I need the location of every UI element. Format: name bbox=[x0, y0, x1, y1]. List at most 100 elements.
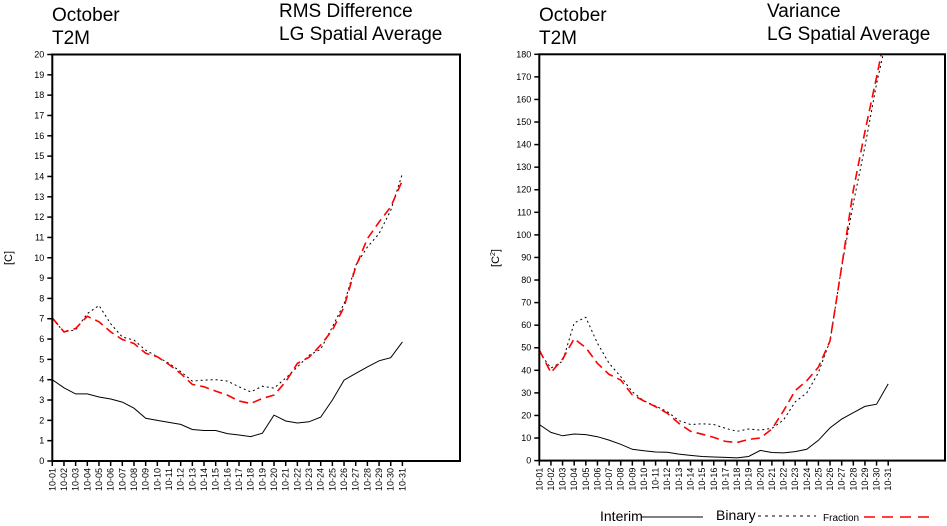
panel-title-metric: RMS Difference bbox=[279, 1, 413, 22]
x-tick-label: 10-24 bbox=[316, 468, 326, 491]
series-line-binary bbox=[52, 173, 403, 393]
x-tick-label: 10-17 bbox=[234, 468, 244, 491]
panel-rms-difference: October T2M RMS Difference LG Spatial Av… bbox=[3, 1, 462, 491]
y-tick-label: 40 bbox=[521, 365, 531, 375]
y-tick-label: 20 bbox=[34, 50, 44, 60]
x-tick-label: 10-03 bbox=[71, 468, 81, 491]
x-tick-label: 10-01 bbox=[47, 468, 57, 491]
x-tick-label: 10-31 bbox=[397, 468, 407, 491]
x-tick-label: 10-14 bbox=[685, 468, 695, 491]
legend-item-interim: Interim bbox=[600, 508, 703, 524]
x-tick-label: 10-26 bbox=[825, 468, 835, 491]
legend-item-fraction: Fraction bbox=[823, 513, 930, 524]
x-tick-label: 10-02 bbox=[546, 468, 556, 491]
x-tick-label: 10-07 bbox=[117, 468, 127, 491]
y-axis-label: [C] bbox=[3, 251, 15, 265]
y-tick-label: 4 bbox=[39, 375, 44, 385]
y-tick-label: 180 bbox=[516, 49, 531, 59]
y-tick-label: 20 bbox=[521, 410, 531, 420]
x-tick-label: 10-11 bbox=[651, 468, 661, 490]
legend-label: Binary bbox=[716, 507, 756, 523]
x-tick-label: 10-21 bbox=[281, 468, 291, 491]
y-tick-label: 16 bbox=[34, 131, 44, 141]
x-tick-label: 10-30 bbox=[872, 468, 882, 491]
y-tick-label: 160 bbox=[516, 94, 531, 104]
y-tick-label: 60 bbox=[521, 320, 531, 330]
y-tick-label: 0 bbox=[39, 456, 44, 466]
x-tick-label: 10-06 bbox=[592, 468, 602, 491]
y-tick-label: 30 bbox=[521, 388, 531, 398]
x-tick-label: 10-07 bbox=[604, 468, 614, 491]
x-tick-label: 10-04 bbox=[569, 468, 579, 491]
x-tick-label: 10-09 bbox=[627, 468, 637, 491]
x-tick-label: 10-04 bbox=[82, 468, 92, 491]
x-tick-label: 10-20 bbox=[269, 468, 279, 491]
x-tick-label: 10-29 bbox=[374, 468, 384, 491]
y-tick-label: 12 bbox=[34, 212, 44, 222]
x-tick-label: 10-12 bbox=[176, 468, 186, 491]
y-tick-label: 9 bbox=[39, 273, 44, 283]
x-tick-label: 10-10 bbox=[639, 468, 649, 491]
series-line-fraction bbox=[539, 54, 883, 444]
x-tick-label: 10-08 bbox=[129, 468, 139, 491]
y-tick-label: 80 bbox=[521, 275, 531, 285]
x-tick-label: 10-27 bbox=[351, 468, 361, 491]
y-tick-label: 6 bbox=[39, 334, 44, 344]
y-tick-label: 10 bbox=[34, 253, 44, 263]
y-tick-label: 1 bbox=[39, 436, 44, 446]
x-tick-label: 10-01 bbox=[534, 468, 544, 491]
y-tick-label: 90 bbox=[521, 252, 531, 262]
y-tick-label: 70 bbox=[521, 298, 531, 308]
series-line-fraction bbox=[52, 180, 404, 405]
y-tick-label: 3 bbox=[39, 395, 44, 405]
x-tick-label: 10-19 bbox=[257, 468, 267, 491]
series-line-interim bbox=[539, 383, 889, 459]
x-tick-label: 10-18 bbox=[732, 468, 742, 491]
plot-frame bbox=[538, 53, 946, 462]
x-tick-label: 10-05 bbox=[581, 468, 591, 491]
series-group bbox=[52, 173, 404, 438]
x-tick-label: 10-11 bbox=[164, 468, 174, 490]
panel-title-region: LG Spatial Average bbox=[767, 24, 930, 45]
x-tick-label: 10-16 bbox=[222, 468, 232, 491]
y-tick-label: 17 bbox=[34, 110, 44, 120]
x-tick-label: 10-15 bbox=[211, 468, 221, 491]
panel-title-month: October bbox=[52, 5, 120, 26]
x-tick-label: 10-29 bbox=[860, 468, 870, 491]
y-tick-label: 110 bbox=[517, 207, 531, 217]
x-tick-label: 10-28 bbox=[362, 468, 372, 491]
y-tick-label: 100 bbox=[516, 230, 531, 240]
x-tick-label: 10-14 bbox=[199, 468, 209, 491]
x-tick-label: 10-25 bbox=[327, 468, 337, 491]
x-tick-label: 10-23 bbox=[304, 468, 314, 491]
y-tick-label: 2 bbox=[39, 415, 44, 425]
legend-label: Interim bbox=[600, 508, 643, 524]
panel-title-variable: T2M bbox=[539, 28, 577, 49]
x-tick-label: 10-22 bbox=[292, 468, 302, 491]
x-tick-label: 10-02 bbox=[59, 468, 69, 491]
series-group bbox=[539, 54, 889, 459]
x-tick-label: 10-31 bbox=[883, 468, 893, 491]
x-tick-label: 10-03 bbox=[558, 468, 568, 491]
x-tick-label: 10-13 bbox=[187, 468, 197, 491]
x-tick-label: 10-05 bbox=[94, 468, 104, 491]
x-tick-label: 10-28 bbox=[848, 468, 858, 491]
y-tick-label: 19 bbox=[34, 70, 44, 80]
legend: Interim Binary Fraction bbox=[600, 507, 930, 524]
legend-item-binary: Binary bbox=[716, 507, 816, 523]
panel-title-variable: T2M bbox=[52, 28, 90, 49]
x-tick-label: 10-24 bbox=[802, 468, 812, 491]
panel-title-metric: Variance bbox=[767, 1, 841, 22]
y-tick-label: 140 bbox=[516, 140, 531, 150]
y-tick-label: 13 bbox=[34, 192, 44, 202]
y-tick-label: 150 bbox=[516, 117, 531, 127]
panel-variance: October T2M Variance LG Spatial Average … bbox=[490, 1, 946, 491]
x-tick-label: 10-20 bbox=[755, 468, 765, 491]
x-tick-label: 10-26 bbox=[339, 468, 349, 491]
x-tick-label: 10-12 bbox=[662, 468, 672, 491]
x-tick-label: 10-17 bbox=[720, 468, 730, 491]
x-tick-label: 10-18 bbox=[246, 468, 256, 491]
y-tick-label: 0 bbox=[526, 456, 531, 466]
x-tick-label: 10-22 bbox=[779, 468, 789, 491]
